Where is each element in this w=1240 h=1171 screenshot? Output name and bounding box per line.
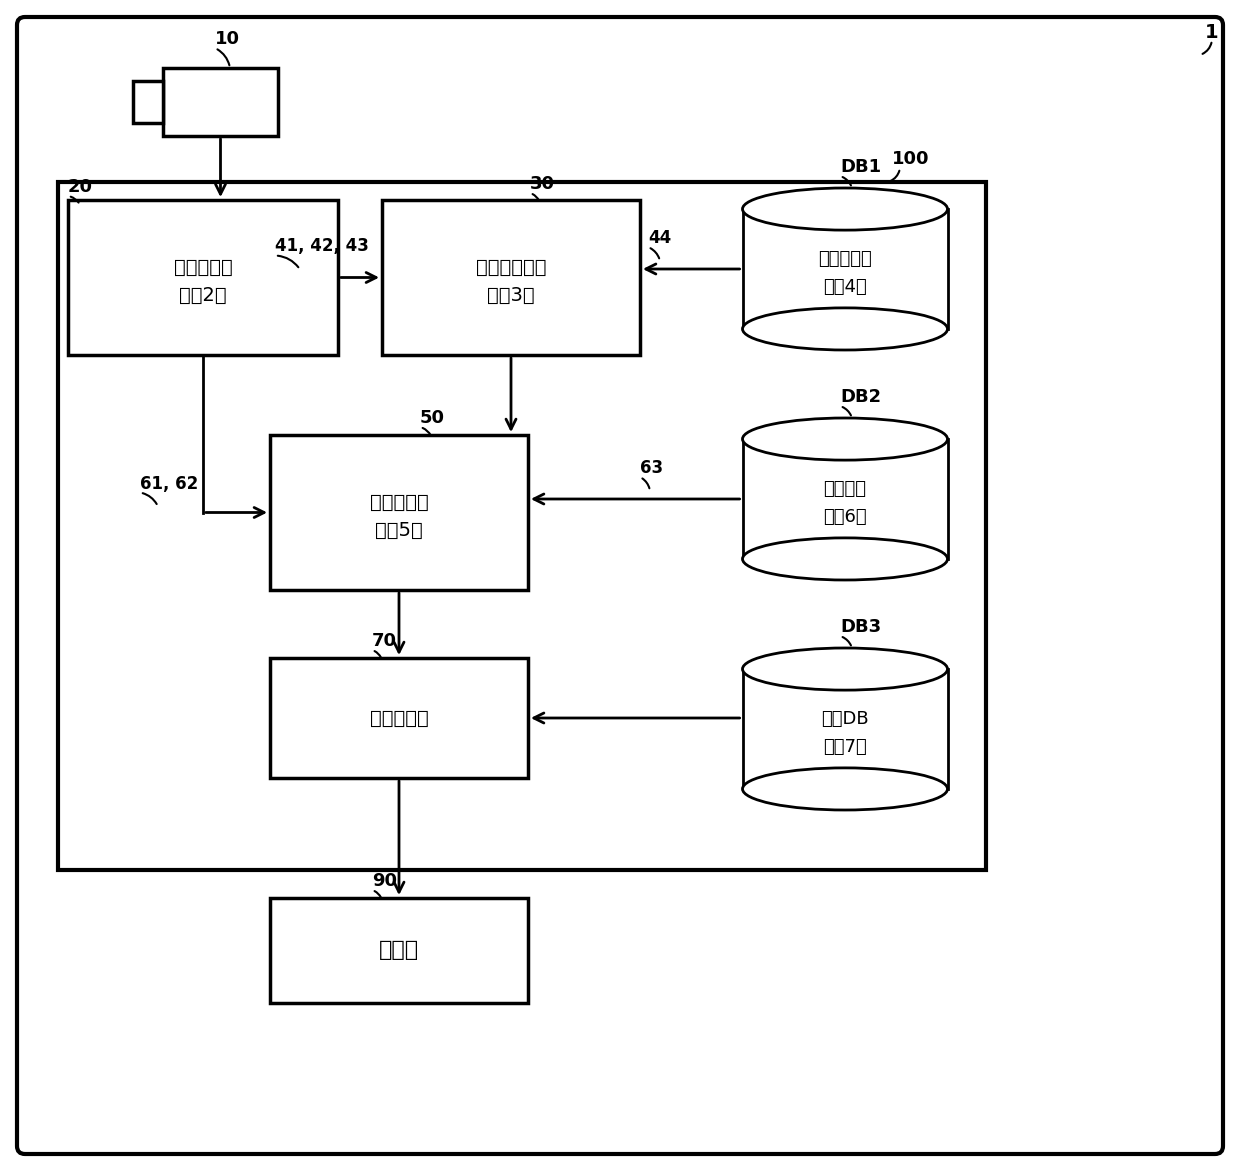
Text: 50: 50 (420, 409, 445, 427)
Text: 20: 20 (68, 178, 93, 196)
Text: 63: 63 (640, 459, 663, 477)
Bar (68, 200, 339, 355)
Bar (743, 669, 947, 789)
Ellipse shape (743, 189, 947, 231)
FancyBboxPatch shape (17, 18, 1223, 1153)
Text: 组行为模型: 组行为模型 (818, 249, 872, 268)
Ellipse shape (743, 768, 947, 810)
Text: 组行为控制部: 组行为控制部 (476, 258, 547, 278)
Text: DB1: DB1 (839, 158, 882, 176)
Text: （图6）: （图6） (823, 508, 867, 526)
Text: （图7）: （图7） (823, 738, 867, 756)
Ellipse shape (743, 648, 947, 690)
Ellipse shape (743, 537, 947, 580)
Text: 信息提示部: 信息提示部 (370, 708, 428, 727)
Text: 监视器: 监视器 (379, 940, 419, 960)
Text: 行为控制部: 行为控制部 (370, 493, 428, 512)
Text: 行为模型: 行为模型 (823, 480, 867, 498)
Text: 环境测量部: 环境测量部 (174, 258, 232, 278)
Text: DB3: DB3 (839, 618, 882, 636)
Text: 1: 1 (1205, 23, 1219, 42)
Text: （图3）: （图3） (487, 286, 534, 304)
Text: （图4）: （图4） (823, 278, 867, 296)
Bar (58, 182, 986, 870)
Text: 70: 70 (372, 632, 397, 650)
Bar (382, 200, 640, 355)
Text: DB2: DB2 (839, 388, 882, 406)
Bar (133, 81, 162, 123)
Bar (270, 658, 528, 778)
Text: 44: 44 (649, 230, 671, 247)
Text: 90: 90 (372, 872, 397, 890)
Bar (743, 210, 947, 329)
Ellipse shape (743, 418, 947, 460)
Text: （图5）: （图5） (376, 521, 423, 540)
Text: 41, 42, 43: 41, 42, 43 (275, 238, 368, 255)
Text: （图2）: （图2） (180, 286, 227, 304)
Text: 10: 10 (215, 30, 241, 48)
Ellipse shape (743, 308, 947, 350)
Bar (162, 68, 278, 136)
Bar (270, 898, 528, 1004)
Bar (270, 434, 528, 590)
Text: 100: 100 (892, 150, 930, 167)
Bar (743, 439, 947, 559)
Text: 信息DB: 信息DB (821, 710, 869, 728)
Text: 61, 62: 61, 62 (140, 474, 198, 493)
Text: 30: 30 (529, 174, 556, 193)
